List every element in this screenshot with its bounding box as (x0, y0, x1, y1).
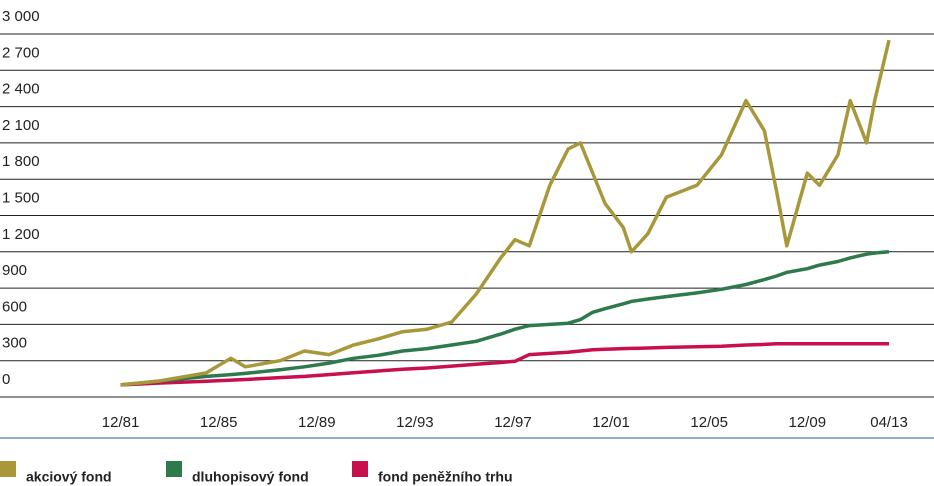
x-tick-label: 04/13 (870, 414, 908, 431)
y-tick-label: 3 000 (2, 8, 40, 25)
y-tick-label: 0 (2, 371, 10, 388)
legend: akciový fond dluhopisový fond fond peněžní… (0, 461, 513, 485)
data-line (120, 250, 890, 387)
x-tick-label: 12/85 (200, 414, 238, 431)
x-tick-label: 12/89 (298, 414, 336, 431)
data-line (120, 39, 891, 387)
y-tick-label: 1 200 (2, 226, 40, 243)
legend-label: dluhopisový fond (192, 469, 309, 485)
legend-label: akciový fond (26, 469, 112, 485)
x-tick-label: 12/81 (102, 414, 140, 431)
x-tick-label: 12/05 (690, 414, 728, 431)
y-tick-label: 1 800 (2, 153, 40, 170)
y-tick-label: 2 100 (2, 117, 40, 134)
y-tick-label: 900 (2, 262, 27, 279)
legend-swatch (352, 461, 368, 477)
legend-swatch (166, 461, 182, 477)
x-tick-label: 12/09 (789, 414, 827, 431)
x-tick-label: 12/93 (396, 414, 434, 431)
data-line (120, 342, 889, 387)
y-tick-label: 600 (2, 298, 27, 315)
y-tick-label: 2 400 (2, 81, 40, 98)
y-tick-label: 2 700 (2, 44, 40, 61)
legend-swatch (0, 461, 16, 477)
x-tick-label: 12/97 (494, 414, 532, 431)
x-tick-label: 12/01 (592, 414, 630, 431)
y-tick-label: 300 (2, 335, 27, 352)
y-tick-label: 1 500 (2, 189, 40, 206)
legend-label: fond peněžního trhu (378, 469, 513, 485)
